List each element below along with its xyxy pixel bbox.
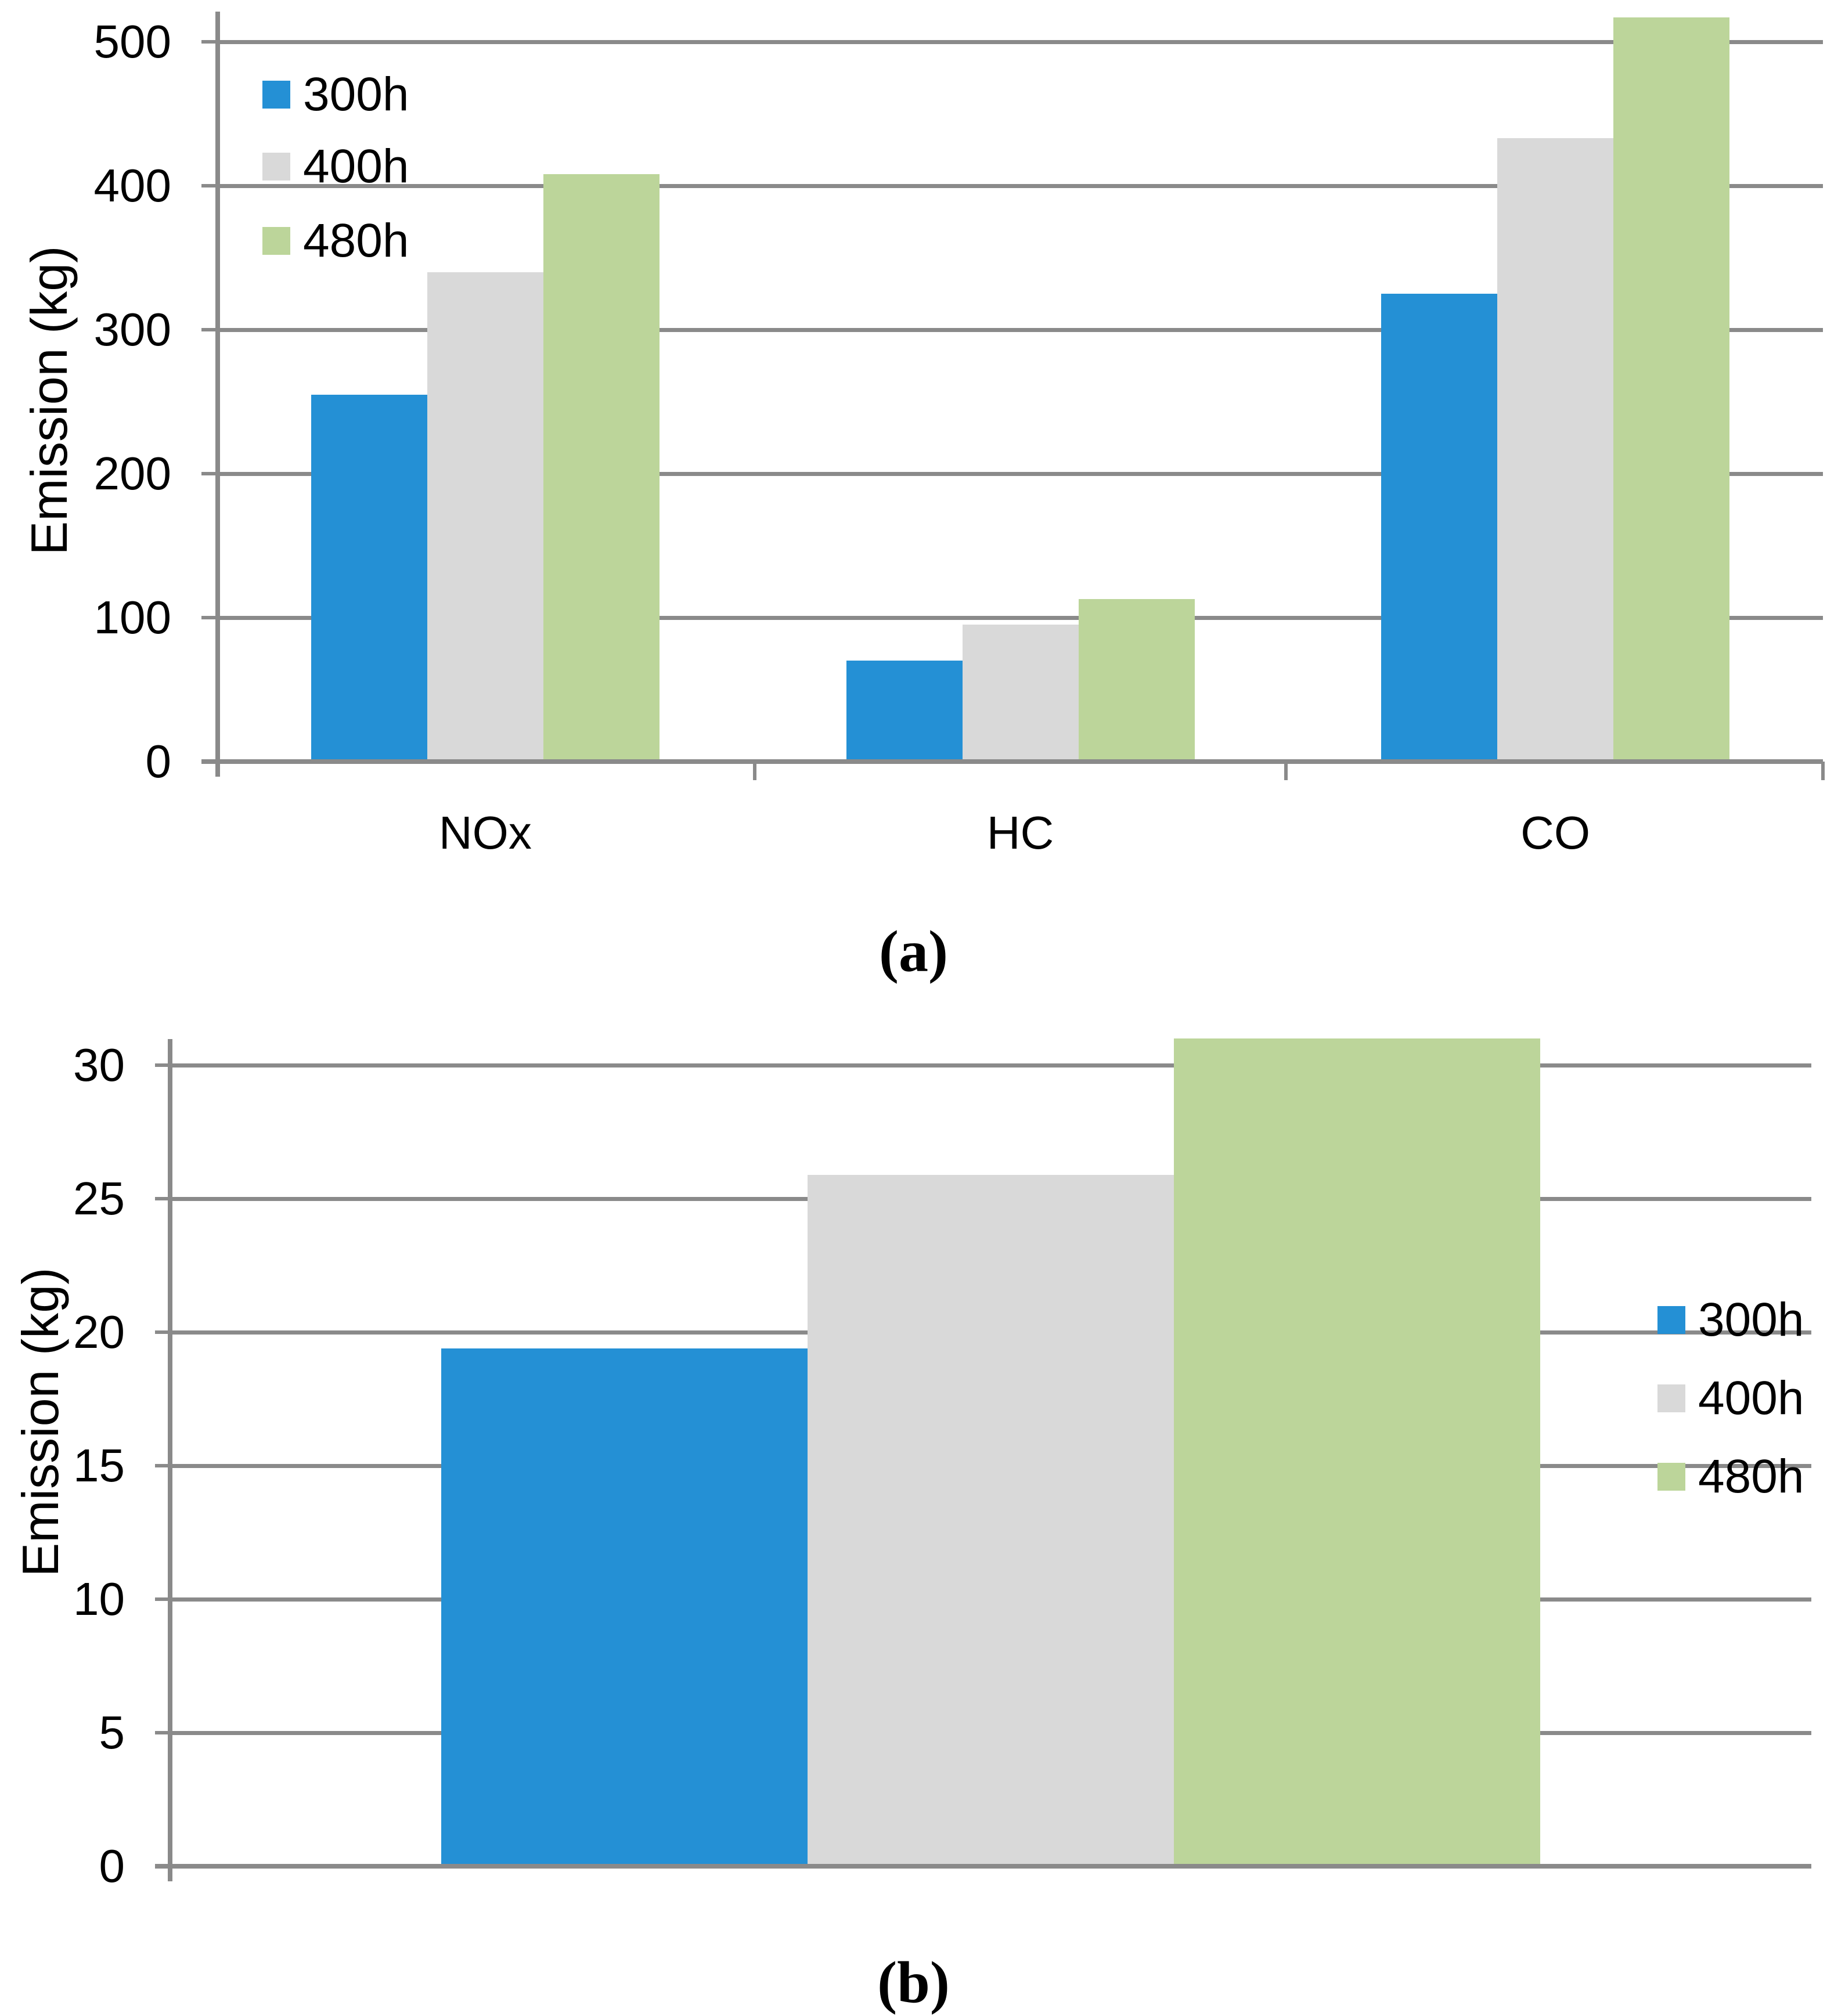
legend-swatch-400h [262, 153, 290, 181]
bar-400h-HC [963, 625, 1079, 762]
bar-480h-NOx [543, 174, 660, 762]
legend-item-480h: 480h [262, 209, 409, 273]
y-tick-label: 30 [73, 1039, 125, 1091]
y-axis-tick [201, 40, 218, 44]
legend-label-300h: 300h [303, 68, 409, 121]
bar-400h [808, 1175, 1174, 1866]
y-tick-label: 10 [73, 1573, 125, 1625]
y-axis-tick [201, 616, 218, 619]
y-axis-title-b: Emission (kg) [12, 1267, 69, 1577]
legend-swatch-480h [262, 227, 290, 255]
category-boundary-tick [1821, 762, 1825, 780]
legend-item-400h: 400h [262, 135, 409, 199]
gridline [218, 183, 1823, 188]
legend-label-400h: 400h [303, 140, 409, 193]
legend-label-480h: 480h [303, 214, 409, 267]
category-label-CO: CO [1520, 807, 1591, 859]
y-axis-tick [201, 328, 218, 331]
legend-label-300h: 300h [1698, 1293, 1804, 1346]
x-axis-line [155, 1864, 1811, 1869]
y-tick-label: 0 [145, 735, 172, 787]
y-axis-tick [155, 1597, 170, 1601]
category-label-NOx: NOx [438, 807, 532, 859]
y-tick-label: 100 [93, 592, 171, 643]
y-tick-label: 400 [93, 160, 171, 211]
bar-400h-CO [1497, 138, 1613, 762]
y-axis-tick [155, 1464, 170, 1467]
y-axis-tick [155, 1330, 170, 1334]
y-axis-tick [155, 1731, 170, 1734]
legend-item-400h: 400h [1657, 1366, 1804, 1430]
category-label-HC: HC [986, 807, 1054, 859]
y-axis-line [215, 12, 220, 777]
legend-swatch-400h [1657, 1384, 1685, 1412]
bar-300h-NOx [311, 395, 427, 762]
x-axis-line [201, 759, 1823, 764]
bar-300h-HC [846, 661, 963, 762]
y-axis-tick [155, 1063, 170, 1067]
bar-400h-NOx [427, 272, 543, 762]
gridline [218, 471, 1823, 476]
caption-a: (a) [879, 919, 948, 984]
y-axis-tick [155, 1197, 170, 1200]
legend-swatch-300h [262, 81, 290, 109]
caption-b: (b) [877, 1950, 950, 2015]
category-boundary-tick [753, 762, 756, 780]
y-tick-label: 300 [93, 304, 171, 355]
y-axis-tick [201, 184, 218, 187]
legend-item-300h: 300h [1657, 1288, 1804, 1352]
y-tick-label: 5 [99, 1707, 125, 1758]
bar-300h-CO [1381, 294, 1497, 762]
legend-item-480h: 480h [1657, 1445, 1804, 1509]
category-boundary-tick [1284, 762, 1288, 780]
gridline [218, 615, 1823, 620]
y-tick-label: 0 [99, 1840, 125, 1892]
legend-swatch-480h [1657, 1463, 1685, 1491]
bar-480h-HC [1079, 599, 1195, 762]
y-axis-line [168, 1039, 172, 1881]
y-axis-tick [201, 472, 218, 475]
gridline [170, 1063, 1811, 1067]
y-tick-label: 500 [93, 16, 171, 67]
legend-label-480h: 480h [1698, 1450, 1804, 1503]
bar-300h [441, 1348, 808, 1866]
legend-label-400h: 400h [1698, 1372, 1804, 1424]
bar-480h [1174, 1038, 1540, 1866]
y-tick-label: 25 [73, 1173, 125, 1224]
legend-item-300h: 300h [262, 63, 409, 127]
y-tick-label: 15 [73, 1440, 125, 1491]
legend-swatch-300h [1657, 1306, 1685, 1334]
bar-480h-CO [1613, 17, 1729, 762]
y-tick-label: 20 [73, 1306, 125, 1358]
gridline [218, 39, 1823, 44]
gridline [218, 327, 1823, 332]
y-tick-label: 200 [93, 448, 171, 499]
